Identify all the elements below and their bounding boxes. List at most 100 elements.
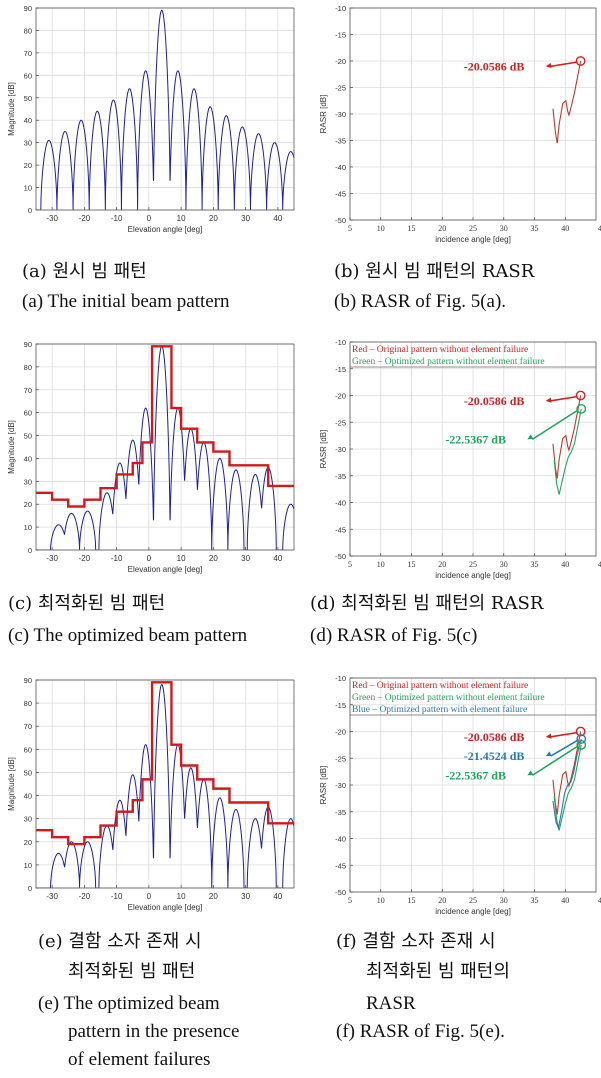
xtick-label-c-1: -20 bbox=[79, 554, 91, 563]
xtick-label-d-6: 35 bbox=[531, 560, 539, 569]
plot-content-a bbox=[36, 9, 294, 210]
ytick-label-a-8: 80 bbox=[24, 26, 32, 35]
annotation-label-f-2: -22.5367 dB bbox=[445, 768, 506, 782]
xtick-label-c-7: 40 bbox=[273, 554, 282, 563]
ytick-label-f-4: -30 bbox=[335, 781, 346, 790]
ytick-label-c-1: 10 bbox=[24, 523, 32, 532]
ytick-label-b-5: -25 bbox=[335, 84, 346, 93]
legend-entry-f-1: Green – Optimized pattern without elemen… bbox=[352, 692, 545, 703]
xtick-label-extra-b: 4: bbox=[598, 224, 601, 233]
plot-frame-e bbox=[35, 679, 295, 889]
annotation-label-f-0: -20.0586 dB bbox=[464, 730, 525, 744]
xtick-label-c-3: 0 bbox=[147, 554, 152, 563]
ytick-label-f-6: -20 bbox=[335, 728, 346, 737]
xtick-label-d-0: 5 bbox=[348, 560, 352, 569]
xtick-label-d-3: 20 bbox=[438, 560, 446, 569]
annotation-marker-f-2 bbox=[576, 739, 587, 750]
xtick-label-f-7: 40 bbox=[561, 896, 569, 905]
y-axis-label-f: RASR [dB] bbox=[319, 766, 328, 805]
x-axis-label-a: Elevation angle [deg] bbox=[128, 225, 203, 234]
caption-e-en-1: (e) The optimized beam bbox=[38, 993, 220, 1014]
caption-e-ko-1: (e) 결함 소자 존재 시 bbox=[38, 931, 202, 952]
ytick-label-d-5: -25 bbox=[335, 418, 346, 427]
annotation-arrow-f-1 bbox=[550, 739, 579, 757]
y-axis-label-d: RASR [dB] bbox=[319, 430, 328, 469]
annotation-arrowhead-d-1 bbox=[527, 434, 534, 440]
xtick-label-b-6: 35 bbox=[531, 224, 539, 233]
xtick-label-a-6: 30 bbox=[241, 214, 250, 223]
xtick-label-e-6: 30 bbox=[241, 892, 250, 901]
ytick-label-d-6: -20 bbox=[335, 392, 346, 401]
series-line-f-1 bbox=[553, 744, 582, 831]
caption-c-en: (c) The optimized beam pattern bbox=[8, 625, 248, 646]
xtick-label-c-6: 30 bbox=[241, 554, 250, 563]
ytick-label-b-2: -40 bbox=[335, 163, 346, 172]
xtick-label-e-3: 0 bbox=[147, 892, 152, 901]
y-axis-label-b: RASR [dB] bbox=[319, 95, 328, 134]
y-axis-label-c: Magnitude [dB] bbox=[7, 420, 16, 474]
annotation-label-d-0: -20.0586 dB bbox=[464, 394, 525, 408]
ytick-label-a-3: 30 bbox=[24, 139, 32, 148]
plot-content-b bbox=[552, 60, 582, 144]
xtick-label-b-0: 5 bbox=[348, 224, 352, 233]
ytick-label-d-4: -30 bbox=[335, 445, 346, 454]
ytick-label-e-2: 20 bbox=[24, 838, 32, 847]
ytick-label-a-0: 0 bbox=[28, 206, 32, 215]
ytick-label-f-1: -45 bbox=[335, 861, 346, 870]
xtick-label-a-1: -20 bbox=[79, 214, 91, 223]
xtick-label-b-5: 30 bbox=[500, 224, 508, 233]
xtick-label-c-2: -10 bbox=[111, 554, 123, 563]
plot-content-d bbox=[552, 395, 582, 495]
ytick-label-c-0: 0 bbox=[28, 546, 32, 555]
caption-f-en-1: RASR bbox=[366, 993, 416, 1014]
xtick-label-e-7: 40 bbox=[273, 892, 282, 901]
ytick-label-e-3: 30 bbox=[24, 815, 32, 824]
ytick-label-b-1: -45 bbox=[335, 190, 346, 199]
annotation-arrow-d-0 bbox=[550, 395, 578, 402]
caption-a-ko: (a) 원시 빔 패턴 bbox=[22, 261, 147, 282]
ytick-label-d-1: -45 bbox=[335, 525, 346, 534]
xtick-label-extra-f: 4 bbox=[598, 896, 601, 905]
annotation-marker-b-0 bbox=[575, 56, 586, 66]
caption-c-ko: (c) 최적화된 빔 패턴 bbox=[8, 593, 166, 614]
xtick-label-f-4: 25 bbox=[469, 896, 477, 905]
xtick-label-a-4: 10 bbox=[177, 214, 186, 223]
xtick-label-c-0: -30 bbox=[46, 554, 58, 563]
caption-e-en-3: of element failures bbox=[68, 1049, 211, 1070]
legend-entry-f-2: Blue – Optimized pattern with element fa… bbox=[352, 704, 527, 715]
annotation-arrowhead-d-0 bbox=[545, 397, 552, 403]
xtick-label-d-7: 40 bbox=[561, 560, 569, 569]
ytick-label-e-7: 70 bbox=[24, 722, 32, 731]
ytick-label-e-9: 90 bbox=[24, 676, 32, 685]
annotation-arrowhead-f-0 bbox=[545, 733, 552, 739]
annotation-label-b-0: -20.0586 dB bbox=[464, 59, 525, 73]
x-axis-label-d: incidence angle [deg] bbox=[435, 571, 511, 580]
ytick-label-b-8: -10 bbox=[335, 4, 346, 13]
xtick-label-b-7: 40 bbox=[561, 224, 569, 233]
series-line-b-0 bbox=[552, 60, 582, 144]
xtick-label-f-0: 5 bbox=[348, 896, 352, 905]
annotation-arrow-b-0 bbox=[550, 61, 578, 68]
xtick-label-d-4: 25 bbox=[469, 560, 477, 569]
x-axis-label-b: incidence angle [deg] bbox=[435, 235, 511, 244]
ytick-label-c-5: 50 bbox=[24, 432, 32, 441]
ytick-label-f-2: -40 bbox=[335, 835, 346, 844]
xtick-label-a-7: 40 bbox=[273, 214, 282, 223]
caption-b-en: (b) RASR of Fig. 5(a). bbox=[334, 291, 507, 312]
plot-frame-c bbox=[35, 343, 295, 551]
annotation-arrow-f-2 bbox=[531, 745, 579, 777]
ytick-label-c-4: 40 bbox=[24, 454, 32, 463]
ytick-label-a-5: 50 bbox=[24, 94, 32, 103]
ytick-label-f-3: -35 bbox=[335, 808, 346, 817]
xtick-label-f-6: 35 bbox=[531, 896, 539, 905]
xtick-label-f-1: 10 bbox=[377, 896, 385, 905]
chart-f: 5 10 15 20 25 30 35 40 4 -50 -45 -40 -35 -30 -25 -20 -15… bbox=[319, 674, 601, 916]
ytick-label-d-0: -50 bbox=[335, 552, 346, 561]
ytick-label-b-4: -30 bbox=[335, 110, 346, 119]
xtick-label-b-1: 10 bbox=[377, 224, 385, 233]
ytick-label-a-6: 60 bbox=[24, 71, 32, 80]
xtick-label-f-2: 15 bbox=[408, 896, 416, 905]
ytick-label-e-1: 10 bbox=[24, 861, 32, 870]
caption-b-ko: (b) 원시 빔 패턴의 RASR bbox=[334, 261, 535, 282]
ytick-label-f-0: -50 bbox=[335, 888, 346, 897]
